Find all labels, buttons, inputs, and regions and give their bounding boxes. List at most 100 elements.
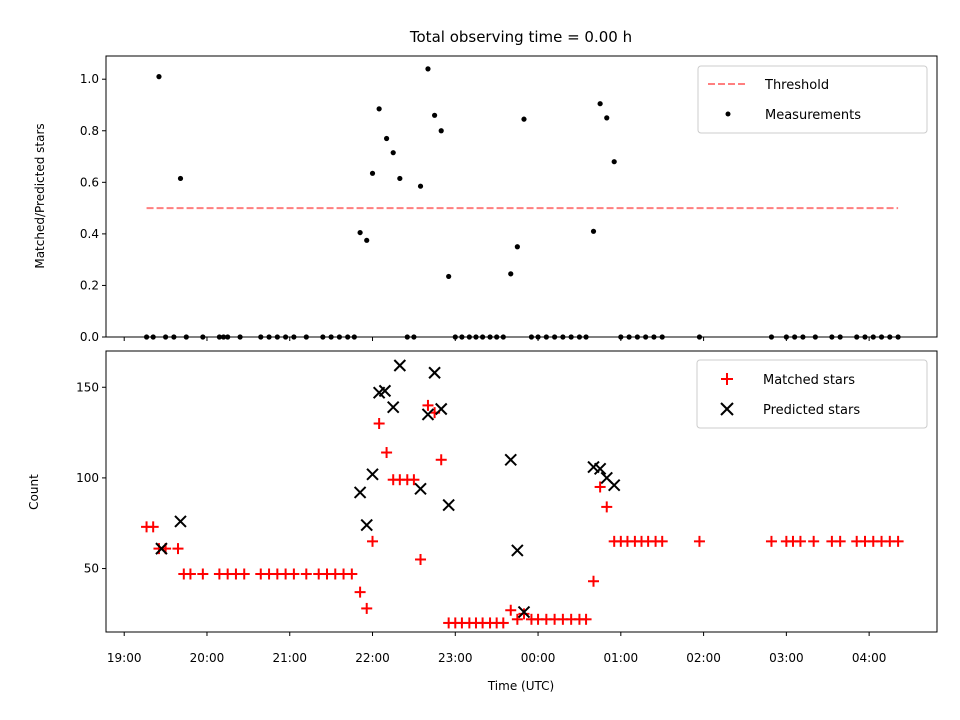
measurement-point — [508, 271, 514, 277]
bottom-y-tick-label: 150 — [76, 380, 99, 394]
matched-star-marker — [505, 604, 517, 616]
predicted-star-marker — [511, 544, 524, 557]
matched-star-marker — [588, 575, 600, 587]
x-tick-label: 20:00 — [190, 651, 225, 665]
matched-star-marker — [422, 399, 434, 411]
matched-star-marker — [511, 613, 523, 625]
bottom-y-tick-label: 50 — [84, 562, 99, 576]
measurement-point — [383, 135, 390, 142]
measurement-point — [417, 183, 424, 189]
predicted-star-marker — [442, 498, 455, 512]
measurements-legend-swatch — [725, 111, 731, 117]
matched-star-marker — [594, 481, 606, 493]
predicted-star-marker — [428, 366, 441, 379]
predicted-star-marker — [360, 518, 373, 532]
measurement-point — [514, 244, 520, 250]
x-tick-label: 23:00 — [438, 651, 473, 665]
bottom-x-ticks: 19:00 20:00 21:00 22:00 23:00 00:00 01:00 02:00… — [107, 632, 886, 665]
predicted-star-marker — [387, 400, 400, 414]
matched-star-marker — [300, 568, 312, 580]
matched-star-marker — [367, 535, 379, 547]
matched-star-marker — [834, 535, 846, 547]
matched-star-marker — [497, 617, 509, 629]
matched-star-marker — [656, 535, 668, 547]
top-y-ticks: 0.0 0.2 0.4 0.6 0.8 1.0 — [80, 72, 106, 344]
matched-star-marker — [765, 535, 777, 547]
measurement-point — [369, 170, 376, 176]
measurement-point — [431, 112, 438, 118]
top-y-tick-label: 0.2 — [80, 278, 99, 292]
measurement-point — [438, 128, 444, 134]
threshold-legend-label: Threshold — [764, 78, 829, 93]
matched-stars-legend-swatch — [721, 373, 733, 385]
predicted-stars-points — [155, 359, 621, 619]
matched-star-marker — [435, 454, 447, 466]
measurement-point — [390, 150, 396, 156]
measurement-point — [590, 228, 597, 234]
measurement-point — [376, 106, 382, 112]
measurements-legend-label: Measurements — [765, 108, 861, 123]
bottom-panel: 50 100 150 19:00 20:00 21:00 22:00 23:00 00:00 0… — [27, 350, 938, 693]
top-y-tick-label: 0.0 — [80, 330, 99, 344]
measurement-point — [397, 175, 403, 182]
measurement-point — [357, 229, 363, 236]
predicted-star-marker — [504, 453, 517, 466]
top-y-tick-label: 0.6 — [80, 175, 99, 189]
bottom-y-axis-label: Count — [27, 474, 41, 510]
matched-star-marker — [381, 447, 393, 459]
matched-star-marker — [288, 568, 300, 580]
predicted-star-marker — [607, 478, 621, 492]
x-tick-label: 00:00 — [521, 651, 556, 665]
top-y-tick-label: 0.4 — [80, 227, 99, 241]
predicted-stars-legend-swatch — [720, 402, 734, 416]
x-tick-label: 03:00 — [769, 651, 804, 665]
matched-star-marker — [147, 521, 159, 533]
measurement-point — [364, 237, 370, 243]
matched-star-marker — [408, 474, 420, 486]
matched-star-marker — [892, 535, 904, 547]
matched-star-marker — [238, 568, 250, 580]
matched-stars-legend-label: Matched stars — [763, 373, 855, 388]
top-y-axis-label: Matched/Predicted stars — [33, 123, 47, 268]
matched-star-marker — [361, 602, 373, 614]
measurement-point — [611, 159, 617, 165]
matched-star-marker — [580, 613, 592, 625]
measurement-point — [177, 175, 184, 182]
predicted-star-marker — [435, 402, 448, 416]
predicted-star-marker — [174, 515, 187, 528]
matched-star-marker — [794, 535, 806, 547]
matched-star-marker — [373, 418, 385, 430]
predicted-star-marker — [378, 384, 392, 398]
x-axis-label: Time (UTC) — [487, 679, 554, 693]
predicted-star-marker — [593, 462, 607, 476]
bottom-y-ticks: 50 100 150 — [76, 380, 106, 576]
top-panel: 0.0 0.2 0.4 0.6 0.8 1.0 Matched/Predicted sta… — [33, 55, 938, 344]
measurement-point — [597, 101, 603, 107]
chart-title: Total observing time = 0.00 h — [409, 28, 632, 46]
matched-star-marker — [184, 568, 196, 580]
measurement-point — [604, 115, 610, 121]
top-y-tick-label: 0.8 — [80, 124, 99, 138]
top-legend-box — [697, 65, 928, 134]
predicted-star-marker — [517, 605, 531, 619]
predicted-star-marker — [393, 359, 407, 372]
bottom-axes-frame — [105, 350, 938, 633]
measurement-point — [446, 273, 452, 280]
measurement-point — [425, 66, 431, 72]
matched-star-marker — [693, 535, 705, 547]
matched-star-marker — [518, 608, 530, 620]
predicted-stars-legend-label: Predicted stars — [763, 403, 860, 418]
measurement-point — [521, 116, 527, 122]
x-tick-label: 02:00 — [686, 651, 721, 665]
matched-star-marker — [197, 568, 209, 580]
predicted-star-marker — [421, 408, 435, 421]
predicted-star-marker — [414, 482, 427, 495]
bottom-y-tick-label: 100 — [76, 471, 99, 485]
x-tick-label: 01:00 — [604, 651, 639, 665]
matched-star-marker — [415, 553, 427, 565]
matched-star-marker — [601, 501, 613, 513]
top-y-tick-label: 1.0 — [80, 72, 99, 86]
predicted-star-marker — [353, 486, 367, 499]
matched-star-marker — [172, 543, 184, 555]
